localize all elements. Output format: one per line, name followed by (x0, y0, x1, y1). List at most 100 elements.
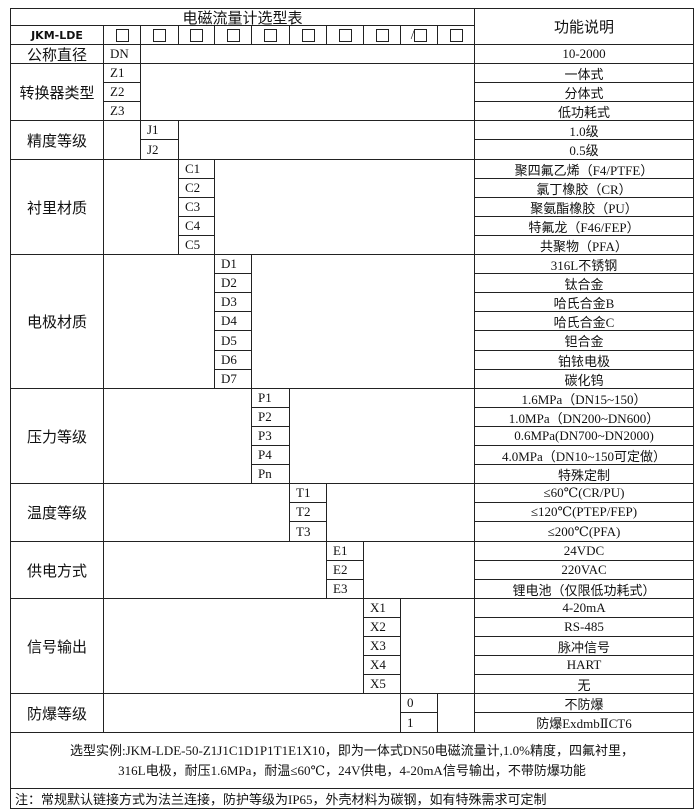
code-cell: D2 (214, 273, 252, 293)
function-desc: 特殊定制 (474, 464, 694, 484)
empty-box-icon (115, 28, 129, 42)
code-cell: X1 (363, 598, 401, 618)
code-cell: X3 (363, 636, 401, 656)
group-label: 供电方式 (10, 541, 104, 599)
function-desc: 脉冲信号 (474, 636, 694, 656)
function-desc: 碳化钨 (474, 369, 694, 389)
code-cell: D1 (214, 254, 252, 274)
code-cell: P1 (251, 388, 290, 408)
blank-cell (289, 388, 475, 484)
code-cell: P4 (251, 445, 290, 465)
empty-box-icon (375, 28, 389, 42)
code-cell: T2 (289, 502, 327, 522)
blank-cell (103, 598, 364, 694)
blank-cell (103, 483, 290, 542)
empty-box-icon (264, 28, 277, 42)
code-cell: E2 (326, 560, 364, 580)
function-desc: 4.0MPa（DN10~150可定做） (474, 445, 694, 465)
function-desc: ≤200℃(PFA) (474, 521, 694, 542)
empty-box-icon (301, 28, 315, 42)
code-cell: D7 (214, 369, 252, 389)
blank-cell (103, 120, 141, 160)
group-label: 衬里材质 (10, 159, 104, 255)
model-slot (363, 25, 401, 45)
empty-box-icon (226, 28, 240, 42)
model-slot (103, 25, 141, 45)
function-desc: ≤120℃(PTEP/FEP) (474, 502, 694, 522)
function-desc: RS-485 (474, 617, 694, 637)
code-cell: D5 (214, 330, 252, 351)
blank-cell (103, 541, 327, 599)
empty-box-icon (449, 28, 463, 42)
code-cell: P2 (251, 407, 290, 427)
code-cell: J2 (140, 139, 179, 160)
function-desc: 一体式 (474, 63, 694, 83)
function-desc: 氯丁橡胶（CR） (474, 178, 694, 198)
function-desc: 10-2000 (474, 44, 694, 64)
code-cell: C4 (178, 216, 215, 236)
model-slot (214, 25, 252, 45)
model-prefix: JKM-LDE (10, 25, 104, 45)
group-label: 防爆等级 (10, 693, 104, 733)
code-cell: Z2 (103, 82, 141, 102)
function-desc: 哈氏合金C (474, 311, 694, 331)
group-label: 转换器类型 (10, 63, 104, 121)
function-desc: 1.0级 (474, 120, 694, 140)
code-cell: P3 (251, 426, 290, 446)
empty-box-icon (190, 28, 203, 42)
blank-cell (178, 120, 475, 160)
function-desc: 钛合金 (474, 273, 694, 293)
blank-cell (437, 693, 475, 733)
selection-example: 选型实例:JKM-LDE-50-Z1J1C1D1P1T1E1X10，即为一体式D… (10, 732, 694, 789)
blank-cell (103, 693, 401, 733)
blank-cell (326, 483, 475, 542)
function-desc: 220VAC (474, 560, 694, 580)
function-desc: 分体式 (474, 82, 694, 102)
blank-cell (103, 159, 179, 255)
function-desc: HART (474, 655, 694, 675)
model-slot (289, 25, 327, 45)
function-desc: 防爆ExdmbⅡCT6 (474, 712, 694, 733)
code-cell: C5 (178, 235, 215, 255)
example-line1: 选型实例:JKM-LDE-50-Z1J1C1D1P1T1E1X10，即为一体式D… (69, 742, 635, 758)
group-label: 精度等级 (10, 120, 104, 160)
function-desc: 0.5级 (474, 139, 694, 160)
function-desc: 聚氨酯橡胶（PU） (474, 197, 694, 217)
table-title: 电磁流量计选型表 (10, 8, 475, 26)
code-cell: C2 (178, 178, 215, 198)
function-desc: 无 (474, 674, 694, 694)
blank-cell (251, 254, 475, 389)
code-cell: 0 (400, 693, 438, 713)
function-desc: 1.6MPa（DN15~150） (474, 388, 694, 408)
model-slot (251, 25, 290, 45)
code-cell: T3 (289, 521, 327, 542)
function-desc: 特氟龙（F46/FEP） (474, 216, 694, 236)
slot-separator: / (410, 27, 415, 42)
function-desc: 1.0MPa（DN200~DN600） (474, 407, 694, 427)
blank-cell (140, 63, 475, 121)
function-desc: 0.6MPa(DN700~DN2000) (474, 426, 694, 446)
code-cell: Z3 (103, 101, 141, 121)
code-cell: X5 (363, 674, 401, 694)
model-slot (437, 25, 475, 45)
function-desc: 低功耗式 (474, 101, 694, 121)
function-desc: 哈氏合金B (474, 292, 694, 312)
function-desc: 聚四氟乙烯（F4/PTFE） (474, 159, 694, 179)
code-cell: X2 (363, 617, 401, 637)
function-desc: 锂电池（仅限低功耗式） (474, 579, 694, 599)
blank-cell (140, 44, 475, 64)
group-label: 电极材质 (10, 254, 104, 389)
model-slot (178, 25, 215, 45)
empty-box-icon (414, 28, 428, 42)
code-cell: E1 (326, 541, 364, 561)
group-label: 压力等级 (10, 388, 104, 484)
blank-cell (103, 254, 215, 389)
blank-cell (363, 541, 475, 599)
code-cell: C3 (178, 197, 215, 217)
empty-box-icon (338, 28, 352, 42)
code-cell: D4 (214, 311, 252, 331)
group-label: 温度等级 (10, 483, 104, 542)
function-desc: 不防爆 (474, 693, 694, 713)
code-cell: D6 (214, 350, 252, 370)
